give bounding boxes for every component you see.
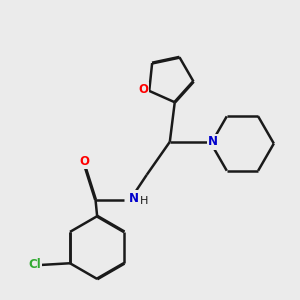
Text: Cl: Cl	[28, 258, 41, 272]
Text: O: O	[79, 154, 89, 167]
Text: N: N	[208, 135, 218, 148]
Text: N: N	[129, 191, 139, 205]
Text: O: O	[138, 83, 148, 96]
Text: H: H	[140, 196, 148, 206]
